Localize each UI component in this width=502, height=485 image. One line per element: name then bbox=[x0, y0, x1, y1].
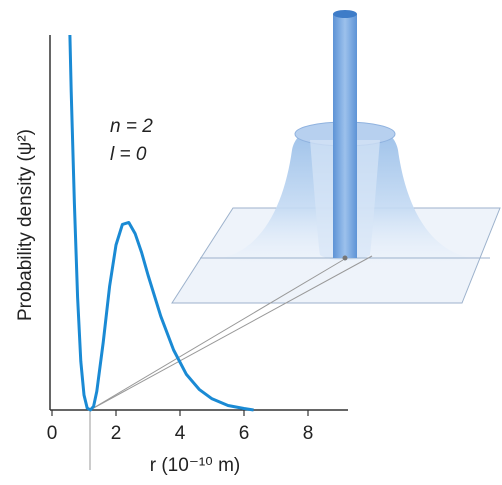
x-tick-label: 0 bbox=[47, 423, 58, 444]
annotation: l = 0 bbox=[110, 144, 147, 165]
orbital-illustration bbox=[89, 10, 501, 470]
x-axis-label: r (10⁻¹⁰ m) bbox=[150, 455, 240, 476]
x-tick-label: 4 bbox=[175, 423, 186, 444]
y-axis-label: Probability density (ψ²) bbox=[15, 129, 36, 321]
x-tick-label: 2 bbox=[111, 423, 122, 444]
annotation: n = 2 bbox=[110, 116, 153, 137]
x-tick-label: 6 bbox=[239, 423, 250, 444]
data-line bbox=[68, 34, 254, 412]
x-tick-label: 8 bbox=[303, 423, 314, 444]
